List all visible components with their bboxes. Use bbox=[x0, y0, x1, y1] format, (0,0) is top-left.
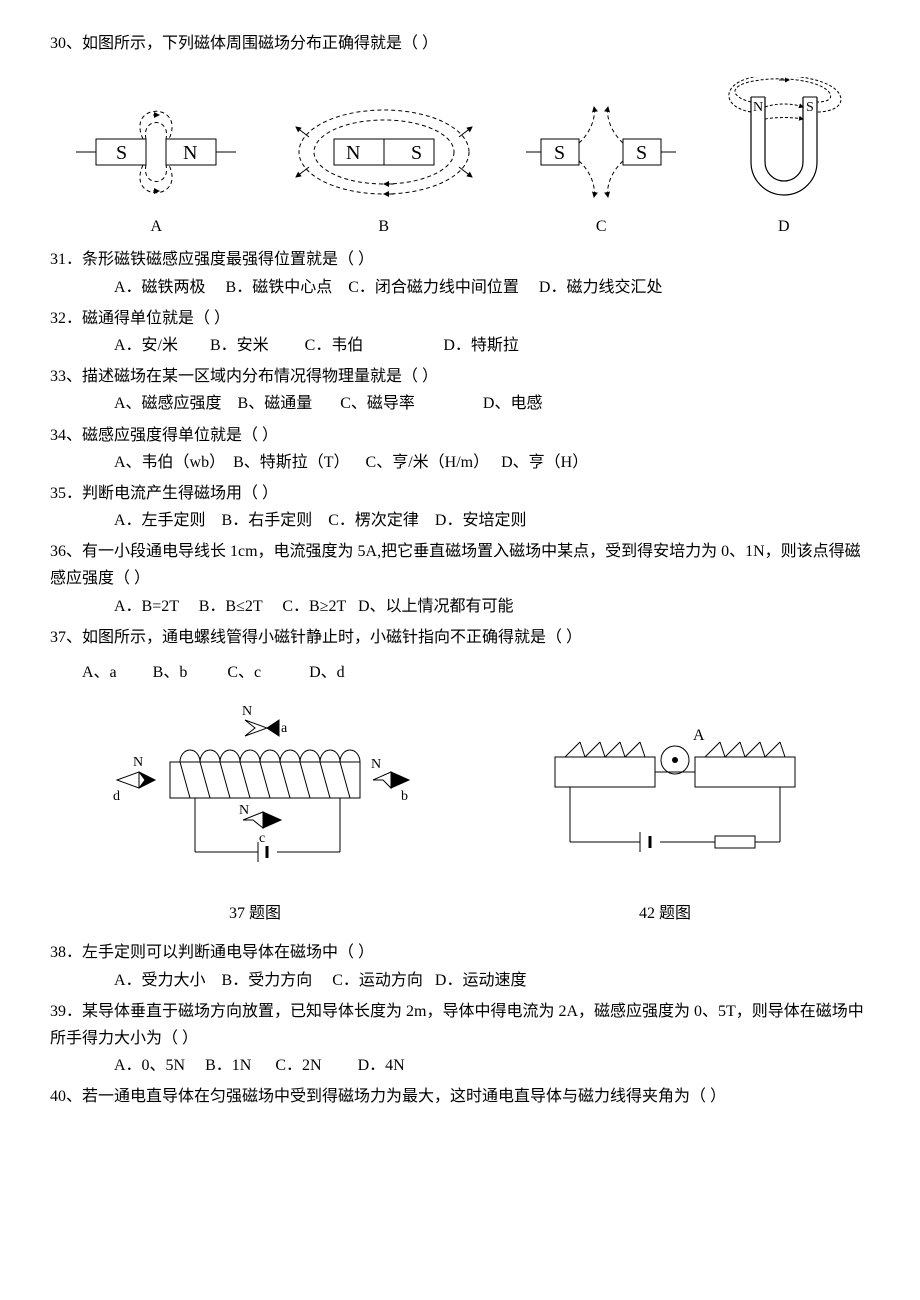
q32-options: A．安/米 B．安米 C．韦伯 D．特斯拉 bbox=[50, 332, 870, 359]
pole-s-label-2: S bbox=[636, 142, 647, 164]
q33-options: A、磁感应强度 B、磁通量 C、磁导率 D、电感 bbox=[50, 390, 870, 417]
pole-s-label: S bbox=[411, 142, 422, 164]
q42-figure: A bbox=[525, 692, 825, 892]
question-38: 38．左手定则可以判断通电导体在磁场中（ ） A．受力大小 B．受力方向 C．运… bbox=[50, 939, 870, 993]
q34-options: A、韦伯（wb） B、特斯拉（T） C、亨/米（H/m） D、亨（H） bbox=[50, 449, 870, 476]
q30-fig-a: S N A bbox=[71, 97, 241, 240]
q36-text: 36、有一小段通电导线长 1cm，电流强度为 5A,把它垂直磁场置入磁场中某点，… bbox=[50, 538, 870, 592]
solenoid-icon: N a N d N b bbox=[95, 692, 435, 892]
q30-text: 30、如图所示，下列磁体周围磁场分布正确得就是（ ） bbox=[50, 30, 870, 57]
bar-magnet-b-icon: N S bbox=[284, 97, 484, 207]
caption-42: 42 题图 bbox=[495, 900, 835, 927]
question-30: 30、如图所示，下列磁体周围磁场分布正确得就是（ ） S N bbox=[50, 30, 870, 240]
q30-label-a: A bbox=[71, 213, 241, 240]
q31-options: A．磁铁两极 B．磁铁中心点 C．闭合磁力线中间位置 D．磁力线交汇处 bbox=[50, 274, 870, 301]
q30-label-d: D bbox=[719, 213, 849, 240]
q30-label-b: B bbox=[284, 213, 484, 240]
q36-options: A．B=2T B．B≤2T C．B≥2T D、以上情况都有可能 bbox=[50, 593, 870, 620]
svg-text:N: N bbox=[371, 757, 381, 772]
compass-b: N b bbox=[371, 757, 409, 804]
question-32: 32．磁通得单位就是（ ） A．安/米 B．安米 C．韦伯 D．特斯拉 bbox=[50, 305, 870, 359]
caption-37: 37 题图 bbox=[85, 900, 425, 927]
pole-s-label: S bbox=[806, 100, 814, 115]
q39-options: A．0、5N B．1N C．2N D．4N bbox=[50, 1052, 870, 1079]
q38-options: A．受力大小 B．受力方向 C．运动方向 D．运动速度 bbox=[50, 967, 870, 994]
question-36: 36、有一小段通电导线长 1cm，电流强度为 5A,把它垂直磁场置入磁场中某点，… bbox=[50, 538, 870, 620]
q32-text: 32．磁通得单位就是（ ） bbox=[50, 305, 870, 332]
question-35: 35．判断电流产生得磁场用（ ） A．左手定则 B．右手定则 C．楞次定律 D．… bbox=[50, 480, 870, 534]
q30-figures: S N A bbox=[50, 77, 870, 240]
pole-n-label: N bbox=[346, 142, 360, 164]
question-40: 40、若一通电直导体在匀强磁场中受到得磁场力为最大，这时通电直导体与磁力线得夹角… bbox=[50, 1083, 870, 1110]
q35-options: A．左手定则 B．右手定则 C．楞次定律 D．安培定则 bbox=[50, 507, 870, 534]
q37-captions: 37 题图 42 题图 bbox=[50, 900, 870, 927]
q39-text: 39．某导体垂直于磁场方向放置，已知导体长度为 2m，导体中得电流为 2A，磁感… bbox=[50, 998, 870, 1052]
q35-text: 35．判断电流产生得磁场用（ ） bbox=[50, 480, 870, 507]
q30-fig-c: S S C bbox=[526, 97, 676, 240]
question-34: 34、磁感应强度得单位就是（ ） A、韦伯（wb） B、特斯拉（T） C、亨/米… bbox=[50, 422, 870, 476]
question-31: 31．条形磁铁磁感应强度最强得位置就是（ ） A．磁铁两极 B．磁铁中心点 C．… bbox=[50, 246, 870, 300]
q30-fig-d: N S D bbox=[719, 77, 849, 240]
svg-text:b: b bbox=[401, 789, 408, 804]
q30-label-c: C bbox=[526, 213, 676, 240]
q38-text: 38．左手定则可以判断通电导体在磁场中（ ） bbox=[50, 939, 870, 966]
q37-solenoid-figure: N a N d N b bbox=[95, 692, 435, 892]
q31-text: 31．条形磁铁磁感应强度最强得位置就是（ ） bbox=[50, 246, 870, 273]
svg-text:N: N bbox=[133, 755, 143, 770]
q30-fig-b: N S B bbox=[284, 97, 484, 240]
pole-s-label: S bbox=[116, 142, 127, 164]
svg-text:d: d bbox=[113, 789, 120, 804]
question-37: 37、如图所示，通电螺线管得小磁针静止时，小磁针指向不正确得就是（ ） A、a … bbox=[50, 624, 870, 928]
pole-s-label-1: S bbox=[554, 142, 565, 164]
question-33: 33、描述磁场在某一区域内分布情况得物理量就是（ ） A、磁感应强度 B、磁通量… bbox=[50, 363, 870, 417]
pole-n-label: N bbox=[183, 142, 197, 164]
bar-magnet-a-icon: S N bbox=[71, 97, 241, 207]
svg-text:c: c bbox=[259, 831, 265, 846]
q37-figures: N a N d N b bbox=[50, 692, 870, 892]
svg-text:a: a bbox=[281, 721, 288, 736]
pole-n-label: N bbox=[753, 100, 763, 115]
q37-text: 37、如图所示，通电螺线管得小磁针静止时，小磁针指向不正确得就是（ ） bbox=[50, 624, 870, 651]
compass-c: N c bbox=[239, 803, 281, 846]
bar-magnet-c-icon: S S bbox=[526, 97, 676, 207]
q33-text: 33、描述磁场在某一区域内分布情况得物理量就是（ ） bbox=[50, 363, 870, 390]
compass-d: N d bbox=[113, 755, 155, 804]
q34-text: 34、磁感应强度得单位就是（ ） bbox=[50, 422, 870, 449]
solenoid-gap-icon: A bbox=[525, 692, 825, 892]
svg-text:N: N bbox=[242, 704, 252, 719]
wire-a-label: A bbox=[693, 727, 705, 744]
compass-a: N a bbox=[242, 704, 288, 736]
q40-text: 40、若一通电直导体在匀强磁场中受到得磁场力为最大，这时通电直导体与磁力线得夹角… bbox=[50, 1083, 870, 1110]
horseshoe-magnet-icon: N S bbox=[719, 77, 849, 207]
svg-text:N: N bbox=[239, 803, 249, 818]
q37-options: A、a B、b C、c D、d bbox=[50, 659, 870, 686]
question-39: 39．某导体垂直于磁场方向放置，已知导体长度为 2m，导体中得电流为 2A，磁感… bbox=[50, 998, 870, 1080]
